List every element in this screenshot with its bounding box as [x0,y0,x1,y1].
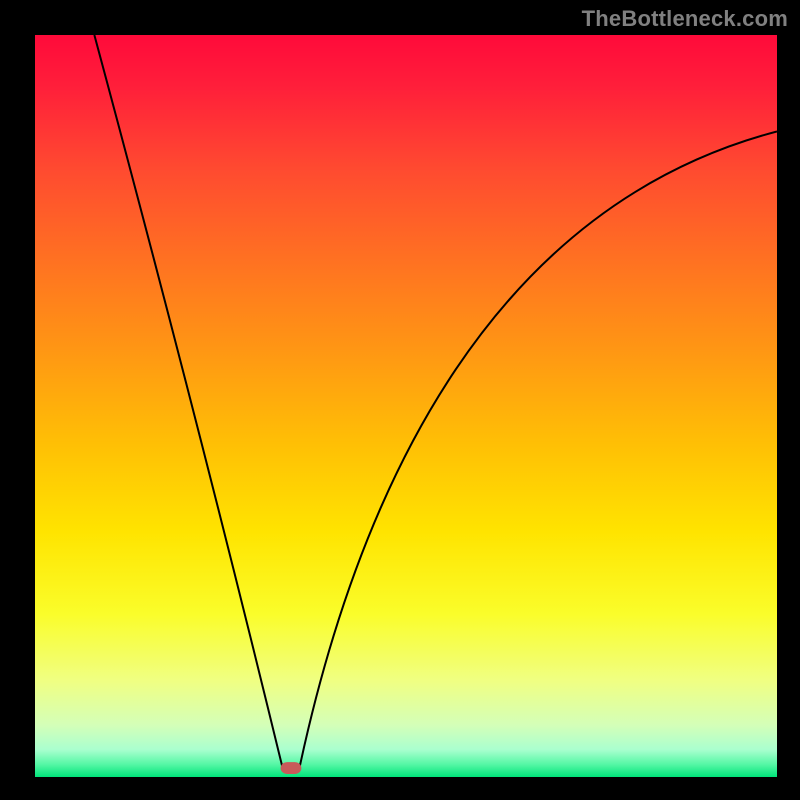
watermark-text: TheBottleneck.com [582,6,788,32]
chart-frame: TheBottleneck.com [0,0,800,800]
plot-area [35,35,777,777]
gradient-background [35,35,777,777]
plot-svg [35,35,777,777]
min-marker [281,762,302,774]
